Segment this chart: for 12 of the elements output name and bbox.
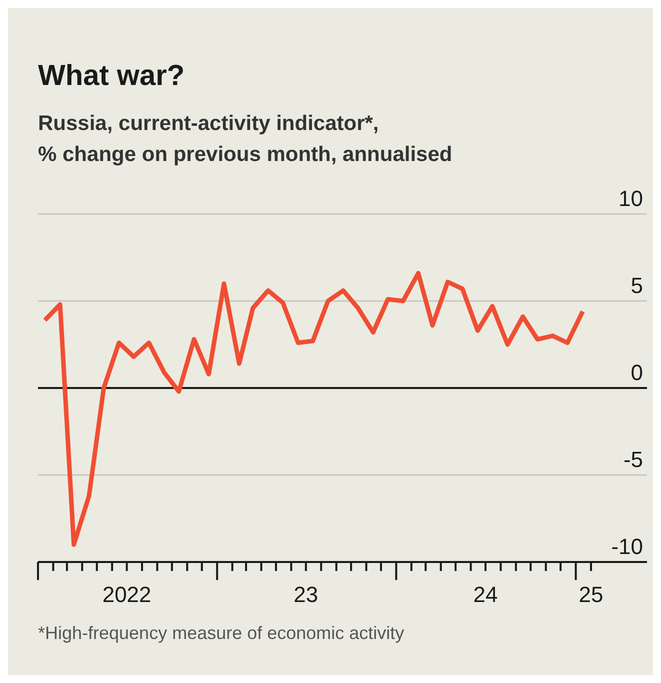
y-tick-label: -5 bbox=[623, 447, 643, 472]
chart-subtitle: Russia, current-activity indicator*, % change on previous month, annualised bbox=[38, 111, 452, 168]
y-tick-label: 0 bbox=[630, 360, 643, 385]
x-tick-label: 25 bbox=[578, 582, 604, 607]
y-tick-label: -10 bbox=[611, 534, 643, 559]
y-tick-label: 10 bbox=[618, 186, 643, 211]
x-tick-label: 23 bbox=[294, 582, 318, 607]
x-tick-label: 2022 bbox=[102, 582, 152, 607]
y-tick-label: 5 bbox=[630, 273, 643, 298]
text: *High-frequency measure of economic activity bbox=[38, 622, 404, 645]
chart-title: What war? bbox=[38, 60, 185, 93]
x-tick-label: 24 bbox=[473, 582, 498, 607]
